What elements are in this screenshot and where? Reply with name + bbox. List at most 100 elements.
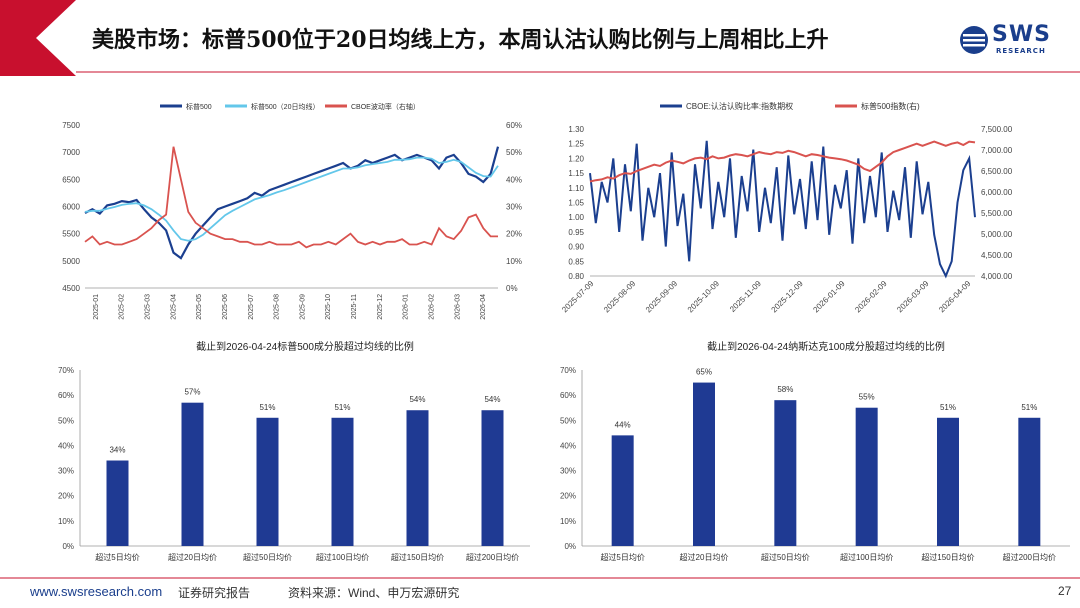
legend-label: 标普500指数(右) (861, 101, 920, 111)
x-tick: 2025-08 (274, 294, 281, 320)
page-title: 美股市场：标普500位于20日均线上方，本周认沽认购比例与上周相比上升 (92, 27, 829, 53)
sws-logo-icon (960, 26, 988, 54)
x-tick: 超过50日均价 (243, 552, 292, 562)
y-tick-right: 60% (506, 121, 522, 130)
y-tick-left: 1.20 (568, 154, 584, 163)
series-line-3 (84, 146, 498, 249)
y-tick: 60% (560, 391, 576, 400)
x-tick: 2026-04 (480, 294, 487, 320)
y-tick-right: 6,000.00 (981, 188, 1013, 197)
y-tick-right: 5,500.00 (981, 209, 1013, 218)
data-label: 55% (859, 393, 875, 402)
x-tick: 2025-06 (222, 294, 229, 320)
data-label: 51% (1021, 403, 1037, 412)
x-tick: 超过100日均价 (840, 552, 893, 562)
y-tick-left: 5000 (62, 257, 80, 266)
bar (481, 410, 504, 546)
y-tick-right: 10% (506, 257, 522, 266)
y-tick-left: 1.10 (568, 184, 584, 193)
y-tick-left: 0.80 (568, 272, 584, 281)
logo-subtitle: RESEARCH (996, 47, 1046, 55)
bar (181, 402, 204, 546)
bar (331, 417, 354, 546)
y-tick: 10% (58, 517, 74, 526)
bar (406, 410, 429, 546)
x-tick: 超过200日均价 (466, 552, 519, 562)
y-tick: 20% (560, 492, 576, 501)
data-label: 34% (109, 446, 125, 455)
y-tick-right: 4,500.00 (981, 251, 1013, 260)
y-tick-left: 5500 (62, 230, 80, 239)
y-tick: 40% (560, 441, 576, 450)
x-tick: 超过150日均价 (921, 552, 974, 562)
chart-sp500-breadth: 截止到2026-04-24标普500成分股超过均线的比例 0% 10% 20% 30% 4… (30, 338, 540, 574)
chart-ndx-breadth: 截止到2026-04-24纳斯达克100成分股超过均线的比例 0% 10% 20% 30… (545, 338, 1075, 574)
chart-putcall: CBOE:认沽认购比率:指数期权 标普500指数(右) 0.80 0.85 0.90 0.… (545, 92, 1075, 332)
y-tick: 60% (58, 391, 74, 400)
legend-label: CBOE:认沽认购比率:指数期权 (686, 101, 793, 111)
bar (937, 417, 959, 546)
page-header: 美股市场：标普500位于20日均线上方，本周认沽认购比例与上周相比上升 SWS … (0, 0, 1080, 76)
sws-logo: SWS RESEARCH (958, 18, 1068, 62)
x-tick: 2025-09 (299, 294, 306, 320)
data-label: 54% (409, 395, 425, 404)
bar (1018, 417, 1041, 546)
legend-label: 标普500 (186, 102, 212, 111)
y-tick: 0% (564, 542, 576, 551)
y-tick: 50% (560, 416, 576, 425)
x-tick: 2025-04 (170, 294, 177, 320)
header-decoration (0, 0, 1080, 76)
x-tick: 2026-02 (428, 294, 435, 320)
x-tick: 2025-01 (93, 294, 100, 320)
y-tick: 40% (58, 441, 74, 450)
x-tick: 2025-07-09 (560, 279, 596, 315)
y-tick: 70% (58, 366, 74, 375)
data-label: 44% (615, 420, 631, 429)
y-tick-left: 1.05 (568, 199, 584, 208)
y-tick-left: 1.30 (568, 125, 584, 134)
y-tick: 20% (58, 492, 74, 501)
bar (693, 382, 715, 546)
x-tick: 2025-08-09 (602, 279, 638, 315)
x-tick: 2025-12-09 (770, 279, 806, 315)
x-tick: 2026-04-09 (937, 279, 973, 315)
y-tick-left: 0.95 (568, 228, 584, 237)
y-tick-left: 7500 (62, 121, 80, 130)
bar (611, 435, 634, 546)
data-label: 54% (484, 395, 500, 404)
data-label: 51% (940, 403, 956, 412)
x-tick: 2025-02 (119, 294, 126, 320)
header-red-wedge (0, 0, 76, 76)
x-tick: 超过5日均价 (95, 552, 139, 562)
y-tick-right: 20% (506, 230, 522, 239)
footer-url[interactable]: www.swsresearch.com (30, 584, 163, 599)
y-tick-left: 0.90 (568, 243, 584, 252)
chart-sp500-breadth-svg: 截止到2026-04-24标普500成分股超过均线的比例 0% 10% 20% 30% 4… (58, 340, 530, 562)
y-tick-left: 1.25 (568, 140, 584, 149)
y-tick: 30% (58, 467, 74, 476)
chart-title: 截止到2026-04-24纳斯达克100成分股超过均线的比例 (707, 340, 945, 353)
x-tick: 超过150日均价 (391, 552, 444, 562)
x-tick: 2026-02-09 (853, 279, 889, 315)
x-tick: 超过50日均价 (761, 552, 810, 562)
y-tick-right: 7,000.00 (981, 146, 1013, 155)
data-label: 65% (696, 368, 712, 377)
bar (106, 460, 129, 546)
legend-label: 标普500（20日均线） (251, 102, 319, 111)
series-line-2 (84, 156, 499, 242)
x-tick: 2026-03-09 (895, 279, 931, 315)
logo-wordmark: SWS (992, 22, 1051, 47)
y-tick-right: 5,000.00 (981, 230, 1013, 239)
series-line-1 (589, 140, 976, 279)
chart-putcall-svg: CBOE:认沽认购比率:指数期权 标普500指数(右) 0.80 0.85 0.90 0.… (560, 101, 1013, 315)
page-footer: www.swsresearch.com 证券研究报告 资料来源：Wind、申万宏… (0, 576, 1080, 608)
y-tick-right: 40% (506, 175, 522, 184)
x-tick: 2025-10-09 (686, 279, 722, 315)
chart-sp500-vix-svg: 标普500 标普500（20日均线） CBOE波动率（右轴） 4500 5000 5500… (62, 102, 522, 320)
x-tick: 2025-11-09 (728, 279, 763, 314)
x-tick: 超过20日均价 (168, 552, 217, 562)
x-tick: 超过200日均价 (1003, 552, 1056, 562)
y-tick: 70% (560, 366, 576, 375)
y-tick-left: 6000 (62, 203, 80, 212)
legend-label: CBOE波动率（右轴） (351, 102, 420, 111)
